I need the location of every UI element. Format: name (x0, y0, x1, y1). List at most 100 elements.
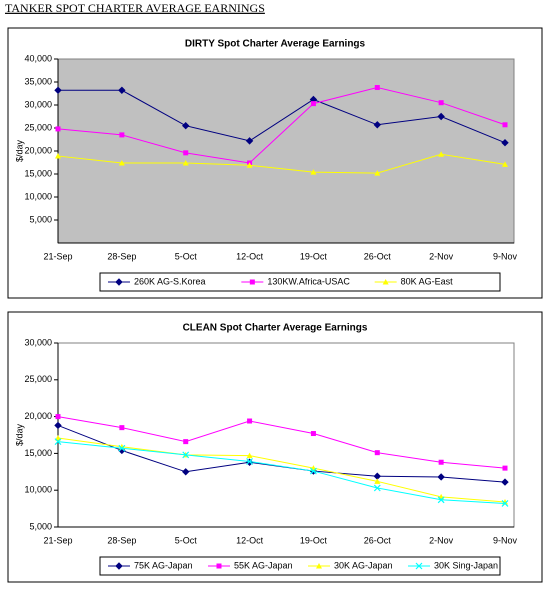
marker (501, 478, 509, 486)
marker (55, 414, 61, 420)
marker (374, 450, 380, 456)
legend-label: 80K AG-East (401, 276, 454, 286)
marker (55, 126, 61, 132)
marker (310, 101, 316, 107)
marker (183, 150, 189, 156)
y-tick-label: 10,000 (24, 191, 52, 201)
marker (374, 478, 381, 484)
marker (310, 431, 316, 437)
y-tick-label: 25,000 (24, 374, 52, 384)
marker (54, 438, 62, 446)
x-tick-label: 2-Nov (429, 251, 454, 261)
y-tick-label: 20,000 (24, 145, 52, 155)
y-axis-label: $/day (14, 139, 24, 162)
x-tick-label: 19-Oct (300, 535, 328, 545)
legend-swatch (316, 563, 322, 569)
marker (119, 425, 125, 431)
x-tick-label: 5-Oct (175, 535, 198, 545)
legend-label: 30K AG-Japan (334, 560, 393, 570)
marker (310, 169, 317, 175)
marker (437, 473, 445, 481)
legend-swatch (115, 562, 123, 570)
marker (246, 162, 253, 168)
y-tick-label: 5,000 (29, 521, 52, 531)
marker (438, 100, 444, 106)
y-axis-label: $/day (14, 423, 24, 446)
marker (374, 85, 380, 91)
plot-area (57, 58, 515, 244)
series-line (58, 89, 506, 144)
x-tick-label: 9-Nov (493, 535, 518, 545)
legend-swatch (216, 563, 222, 569)
marker (118, 444, 126, 452)
x-tick-label: 28-Sep (107, 535, 136, 545)
marker (55, 153, 61, 159)
marker (54, 86, 62, 94)
marker (55, 434, 61, 441)
series-line (57, 437, 506, 503)
legend-label: 260K AG-S.Korea (134, 276, 206, 286)
legend-swatch (249, 279, 255, 285)
y-tick-label: 30,000 (24, 99, 52, 109)
marker (437, 112, 445, 121)
x-tick-label: 28-Sep (107, 251, 136, 261)
legend-label: 30K Sing-Japan (434, 560, 498, 570)
y-tick-label: 35,000 (24, 76, 52, 86)
legend-label: 130KW.Africa-USAC (267, 276, 350, 286)
marker (438, 151, 445, 157)
marker (246, 452, 253, 459)
x-tick-label: 2-Nov (429, 535, 454, 545)
series-line (57, 416, 506, 469)
x-tick-label: 26-Oct (364, 251, 392, 261)
legend-swatch (382, 279, 389, 285)
marker (373, 121, 381, 129)
legend (99, 272, 501, 292)
x-tick-label: 12-Oct (236, 251, 264, 261)
marker (182, 159, 189, 166)
marker (437, 496, 445, 504)
marker (119, 132, 125, 138)
marker (438, 459, 444, 465)
legend-swatch (115, 278, 123, 286)
y-tick-label: 10,000 (24, 485, 52, 495)
marker (501, 500, 509, 507)
marker (247, 418, 253, 424)
x-tick-label: 5-Oct (175, 251, 198, 261)
marker (182, 451, 190, 459)
y-tick-label: 25,000 (24, 122, 52, 132)
x-tick-label: 12-Oct (236, 535, 264, 545)
y-tick-label: 15,000 (24, 168, 52, 178)
x-tick-label: 26-Oct (364, 535, 392, 545)
chart-title: CLEAN Spot Charter Average Earnings (183, 323, 368, 334)
y-tick-label: 20,000 (24, 411, 52, 421)
y-tick-label: 40,000 (24, 53, 52, 63)
x-tick-label: 19-Oct (300, 251, 328, 261)
marker (182, 121, 190, 130)
marker (183, 439, 189, 445)
x-tick-label: 9-Nov (493, 251, 518, 261)
marker (502, 161, 508, 167)
marker (310, 467, 317, 475)
legend (99, 556, 501, 576)
marker (118, 86, 126, 94)
marker (502, 122, 508, 128)
marker (501, 139, 509, 147)
y-tick-label: 5,000 (29, 214, 52, 224)
x-tick-label: 21-Sep (43, 251, 72, 261)
marker (54, 421, 62, 430)
marker (245, 137, 254, 145)
y-tick-label: 30,000 (24, 337, 52, 347)
plot-area (57, 342, 515, 528)
marker (374, 170, 381, 176)
page-title: TANKER SPOT CHARTER AVERAGE EARNINGS (5, 1, 265, 15)
marker (502, 465, 508, 471)
x-tick-label: 21-Sep (43, 535, 72, 545)
chart-title: DIRTY Spot Charter Average Earnings (185, 39, 366, 50)
marker (373, 484, 381, 492)
legend-swatch (415, 562, 423, 570)
marker (246, 458, 253, 465)
marker (118, 159, 125, 166)
legend-label: 75K AG-Japan (134, 560, 193, 570)
series-line (57, 441, 506, 504)
